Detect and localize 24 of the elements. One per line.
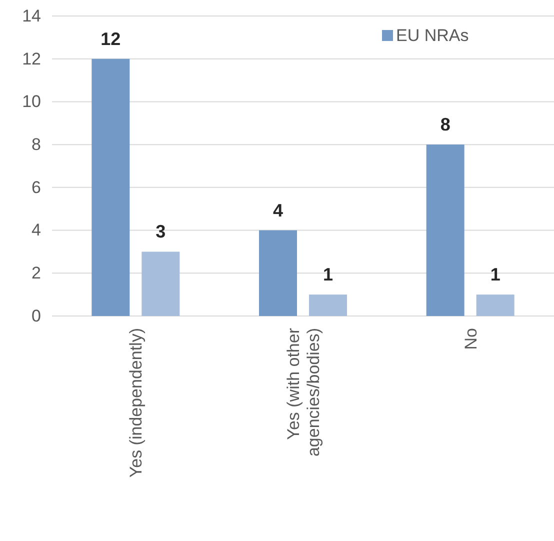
bar	[92, 58, 130, 316]
legend-label: EU NRAs	[396, 26, 469, 45]
y-tick-label: 14	[22, 6, 41, 26]
x-tick-label: Yes (with other agencies/bodies)	[284, 328, 323, 457]
y-tick-label: 8	[32, 135, 41, 154]
bar	[476, 294, 514, 316]
bar	[259, 230, 297, 316]
x-tick-label: No	[461, 328, 480, 350]
y-tick-label: 0	[32, 306, 41, 326]
y-tick-label: 10	[22, 92, 41, 112]
data-label: 1	[490, 264, 500, 285]
data-label: 8	[440, 114, 450, 135]
data-label: 4	[272, 200, 284, 220]
y-tick-label: 4	[32, 220, 41, 240]
data-label: 1	[322, 264, 334, 285]
bar	[426, 144, 464, 316]
data-label: 12	[100, 28, 121, 49]
bar	[142, 252, 180, 316]
y-tick-label: 6	[32, 178, 41, 197]
data-label: 3	[156, 222, 166, 242]
bar	[309, 294, 347, 316]
y-tick-label: 2	[32, 264, 41, 283]
y-tick-label: 12	[22, 49, 41, 68]
x-tick-label: Yes (independently)	[126, 328, 146, 478]
